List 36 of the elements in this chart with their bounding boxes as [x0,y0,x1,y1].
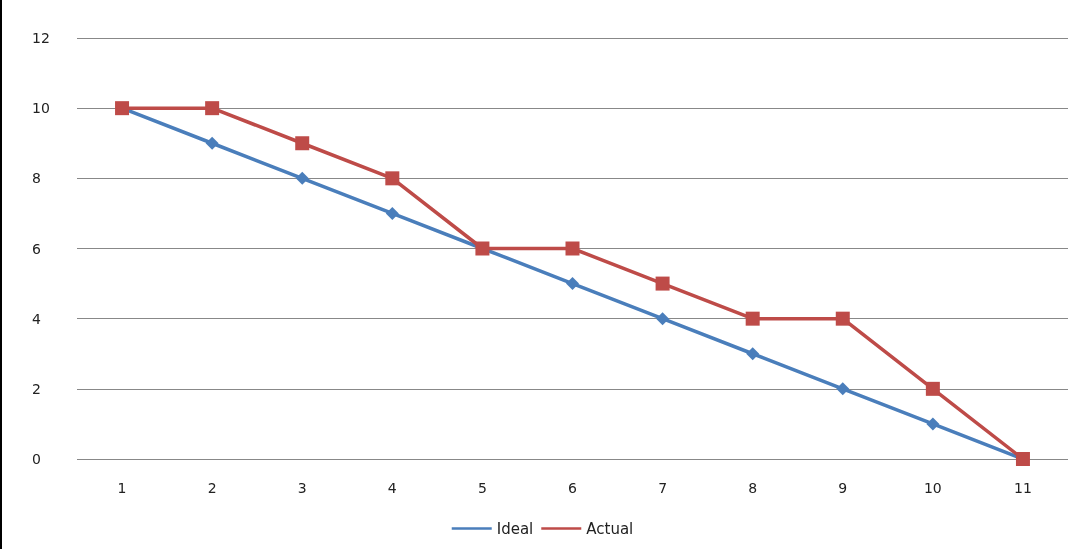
x-tick-label: 4 [387,480,397,496]
legend-label: Ideal [496,519,534,538]
point [295,136,310,151]
y-tick-label: 8 [32,170,41,187]
point [745,311,760,326]
point [566,277,579,291]
y-tick-label: 4 [32,310,41,327]
x-tick-label: 1 [117,480,127,496]
x-tick-label: 9 [838,480,848,496]
point [926,417,940,431]
x-tick-label: 2 [207,480,217,496]
x-tick-label: 8 [748,480,758,496]
point [656,312,670,326]
x-tick-label: 6 [568,480,578,496]
point [925,381,940,396]
point [835,311,850,326]
point [655,276,670,291]
y-tick-label: 6 [32,240,41,257]
x-tick-label: 3 [297,480,307,496]
y-tick-label: 2 [32,380,41,397]
point [565,241,580,256]
point [205,136,219,150]
x-tick-label: 7 [658,480,668,496]
point [295,171,309,185]
x-tick-label: 10 [923,480,942,496]
point [385,206,399,220]
legend-label: Actual [586,519,634,538]
x-tick-label: 5 [477,480,487,496]
point [385,171,400,186]
point [746,347,760,361]
y-tick-label: 10 [32,100,50,117]
x-tick-label: 11 [1014,480,1032,496]
y-tick-label: 12 [32,30,50,46]
point [836,382,850,396]
y-tick-label: 0 [32,451,41,467]
point [205,101,220,116]
